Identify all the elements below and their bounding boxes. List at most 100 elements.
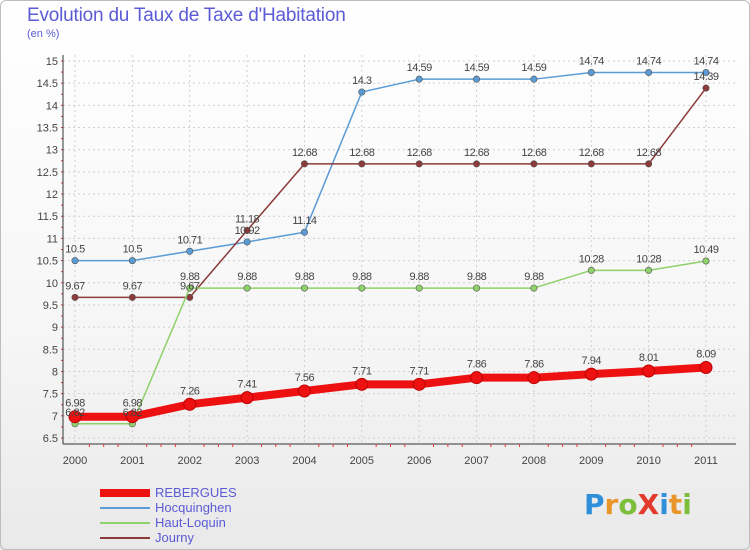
data-point (642, 364, 656, 378)
chart-subtitle: (en %) (27, 28, 60, 40)
data-label: 9.88 (409, 271, 429, 283)
data-label: 7.94 (582, 355, 602, 367)
data-point (699, 360, 713, 374)
data-point (527, 371, 541, 385)
logo-letter: r (604, 488, 619, 521)
y-tick-label: 6.5 (43, 433, 58, 445)
data-point (68, 410, 82, 424)
data-label: 10.49 (693, 244, 718, 256)
x-tick-label: 2006 (407, 455, 431, 467)
data-label: 7.41 (237, 379, 257, 391)
data-point (243, 226, 251, 234)
legend-label: REBERGUES (155, 485, 237, 500)
legend-swatch-rebergues (100, 489, 150, 497)
y-tick-label: 13.5 (37, 123, 58, 135)
logo-letter: i (659, 488, 669, 521)
y-tick-label: 7 (52, 411, 58, 423)
data-label: 14.59 (407, 62, 432, 74)
logo-letter: t (668, 488, 683, 521)
data-point (645, 160, 653, 168)
data-label: 14.59 (464, 62, 489, 74)
data-point (584, 367, 598, 381)
data-point (186, 247, 194, 255)
legend-swatch-hocquinghen (100, 507, 150, 509)
data-point (415, 75, 423, 83)
data-point (470, 371, 484, 385)
y-tick-label: 10.5 (37, 256, 58, 268)
data-label: 6.82 (65, 407, 85, 419)
x-tick-label: 2003 (235, 455, 259, 467)
data-label: 7.86 (524, 359, 544, 371)
data-label: 7.56 (295, 372, 315, 384)
data-label: 10.28 (579, 253, 604, 265)
legend-item-journy: Journy (100, 530, 400, 546)
y-tick-label: 14.5 (37, 78, 58, 90)
data-label: 12.68 (636, 147, 661, 159)
legend-label: Haut-Loquin (155, 515, 226, 530)
data-label: 11.18 (235, 213, 260, 225)
x-tick-label: 2004 (292, 455, 316, 467)
data-label: 10.5 (123, 244, 143, 256)
data-point (587, 69, 595, 77)
x-tick-label: 2000 (63, 455, 87, 467)
data-point (71, 257, 79, 265)
x-tick-label: 2007 (464, 455, 488, 467)
data-label: 12.68 (349, 147, 374, 159)
data-point (473, 284, 481, 292)
data-point (530, 160, 538, 168)
data-label: 14.74 (693, 56, 718, 68)
data-label: 6.82 (123, 407, 143, 419)
logo-letter: o (618, 488, 638, 521)
x-tick-label: 2008 (522, 455, 546, 467)
data-point (702, 69, 710, 77)
data-label: 9.88 (352, 271, 372, 283)
data-point (473, 75, 481, 83)
logo-letter: P (584, 488, 605, 521)
data-label: 14.3 (352, 75, 372, 87)
data-point (300, 284, 308, 292)
legend-item-haut-loquin: Haut-Loquin (100, 515, 400, 531)
axis-layer: 6.5 7 7.5 8 8.5 9 9.5 10 10.5 11 11.5 12 12.5 13 13.5 1… (37, 55, 736, 467)
data-point (702, 257, 710, 265)
data-point (358, 88, 366, 96)
data-point (125, 410, 139, 424)
data-label: 9.67 (180, 280, 200, 292)
y-tick-label: 11.5 (37, 211, 58, 223)
data-label: 7.71 (409, 365, 429, 377)
data-label: 9.88 (180, 271, 200, 283)
data-point (300, 228, 308, 236)
data-point (186, 284, 194, 292)
y-tick-label: 9.5 (43, 300, 58, 312)
data-label: 7.26 (180, 385, 200, 397)
data-point (415, 284, 423, 292)
data-point (530, 284, 538, 292)
data-point (183, 397, 197, 411)
x-tick-label: 2009 (579, 455, 603, 467)
data-point (300, 160, 308, 168)
data-point (412, 377, 426, 391)
data-label: 10.71 (177, 234, 202, 246)
label-layer: 10.5 10.5 10.71 10.92 11.14 14.3 14.59 14.59 14.… (65, 56, 719, 419)
legend-label: Journy (155, 530, 195, 545)
data-label: 12.68 (407, 147, 432, 159)
data-point (128, 257, 136, 265)
legend-swatch-haut-loquin (100, 522, 150, 524)
data-label: 7.71 (352, 365, 372, 377)
data-label: 10.92 (235, 225, 260, 237)
x-tick-label: 2005 (350, 455, 374, 467)
y-tick-label: 14 (46, 100, 58, 112)
y-tick-label: 8 (52, 366, 58, 378)
x-tick-label: 2001 (120, 455, 144, 467)
data-label: 8.09 (696, 348, 716, 360)
data-label: 6.98 (123, 398, 143, 410)
data-point (358, 160, 366, 168)
data-point (415, 160, 423, 168)
data-label: 9.88 (467, 271, 487, 283)
series-line-journy (74, 87, 707, 299)
data-point (530, 75, 538, 83)
legend-item-rebergues: REBERGUES (100, 485, 400, 501)
data-point (358, 284, 366, 292)
series-layer (68, 69, 713, 428)
y-tick-label: 13 (46, 145, 58, 157)
